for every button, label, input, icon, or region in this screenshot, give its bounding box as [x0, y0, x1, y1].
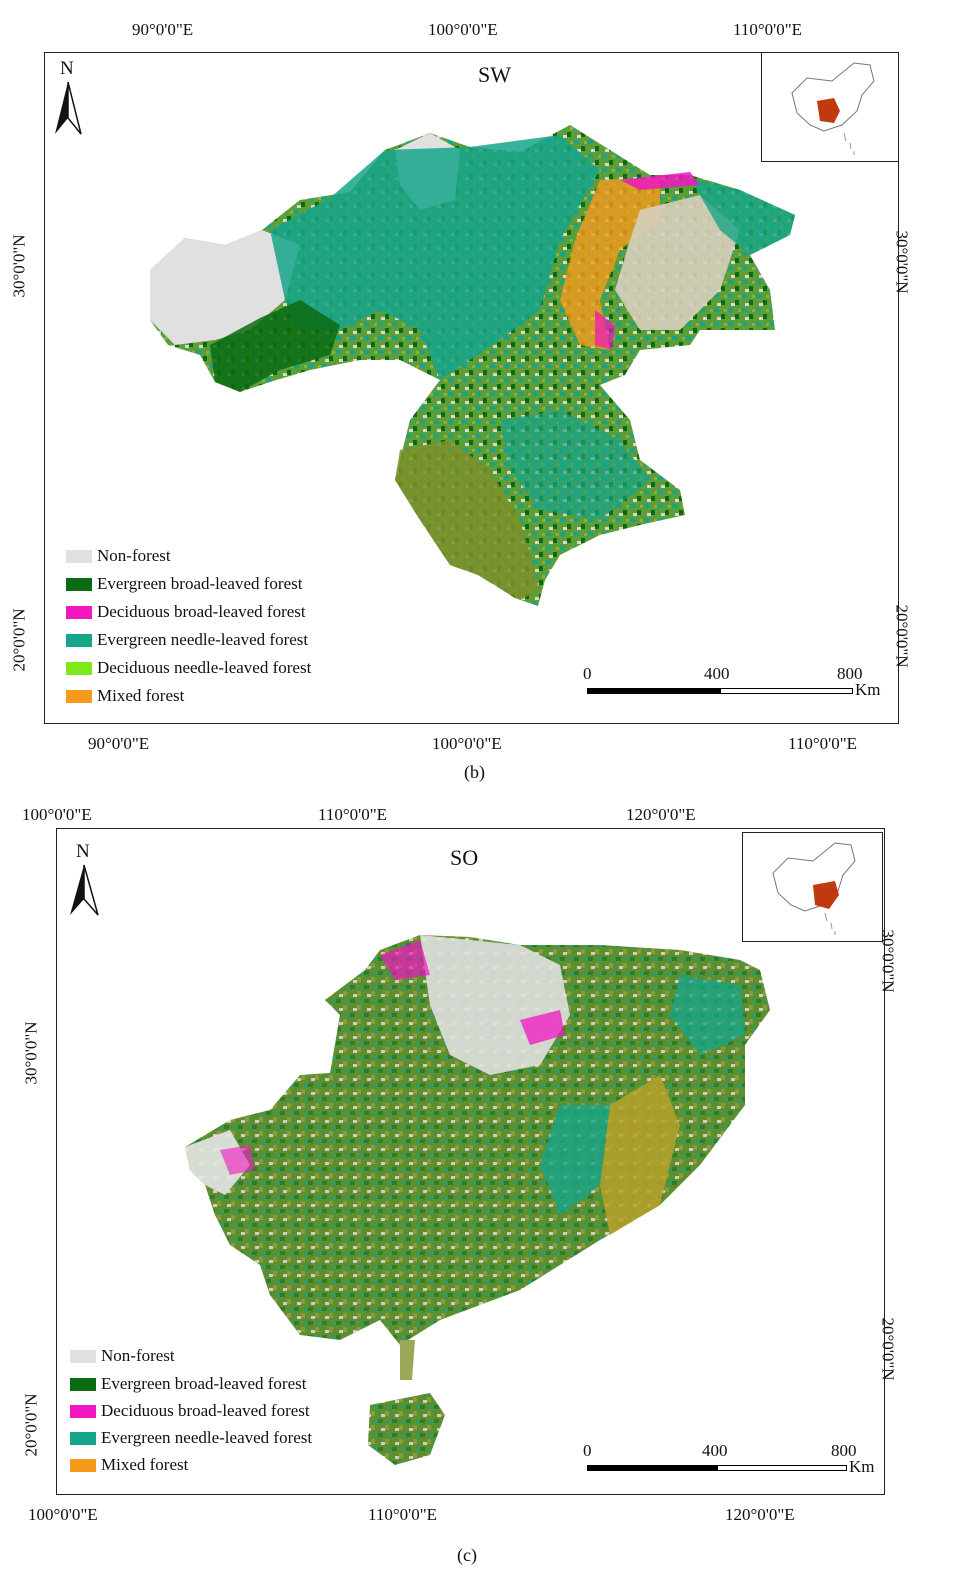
deciduous-broad-area [520, 1010, 565, 1045]
legend-swatch [66, 549, 92, 563]
panel-letter: (c) [457, 1545, 477, 1565]
evergreen-needle-area [270, 135, 600, 380]
non-forest-area [150, 230, 300, 345]
north-label: N [60, 58, 74, 79]
evergreen-broad-area [210, 300, 340, 392]
deciduous-broad-area [620, 172, 700, 190]
legend: Non-forest Evergreen broad-leaved forest… [66, 546, 386, 716]
legend-item: Deciduous broad-leaved forest [66, 602, 306, 622]
mixed-forest-area [560, 178, 660, 350]
evergreen-needle-area [540, 1105, 610, 1215]
map-panel-sw: 90°0'0"E 100°0'0"E 110°0'0"E 30°0'0"N 20… [0, 0, 953, 782]
inset-map [761, 52, 899, 162]
legend-item: Non-forest [70, 1346, 175, 1366]
hainan-island [368, 1393, 445, 1465]
legend-item: Deciduous needle-leaved forest [66, 658, 311, 678]
map-title: SW [478, 62, 511, 87]
legend-swatch [70, 1431, 96, 1445]
evergreen-needle-area [500, 410, 650, 520]
bottom-lon-label: 90°0'0"E [88, 734, 150, 753]
evergreen-broad-area [395, 440, 540, 600]
legend-item: Evergreen broad-leaved forest [66, 574, 302, 594]
top-lon-label: 110°0'0"E [733, 20, 803, 39]
bottom-lon-label: 100°0'0"E [432, 734, 502, 753]
legend-item: Evergreen broad-leaved forest [70, 1374, 306, 1394]
legend-swatch [66, 661, 92, 675]
legend-swatch [70, 1377, 96, 1391]
china-inset-icon [791, 62, 875, 155]
top-lon-label: 100°0'0"E [428, 20, 498, 39]
legend: Non-forest Evergreen broad-leaved forest… [70, 1346, 370, 1496]
legend-swatch [66, 689, 92, 703]
deciduous-broad-area [220, 1145, 255, 1175]
forest-map-so [70, 864, 770, 1465]
forest-map-sw [55, 81, 795, 606]
so-region [185, 935, 770, 1345]
legend-swatch [70, 1404, 96, 1418]
bottom-lon-label: 110°0'0"E [788, 734, 858, 753]
non-forest-area [615, 195, 740, 330]
legend-item: Mixed forest [66, 686, 184, 706]
bottom-lon-label: 120°0'0"E [725, 1505, 795, 1524]
north-arrow-icon [70, 864, 99, 916]
top-lon-label: 90°0'0"E [132, 20, 194, 39]
map-title: SO [450, 845, 479, 870]
legend-item: Evergreen needle-leaved forest [66, 630, 308, 650]
north-arrow-icon [55, 81, 82, 135]
north-label: N [76, 841, 90, 862]
evergreen-needle-area [690, 178, 795, 255]
mixed-forest-area [600, 1075, 680, 1235]
legend-item: Mixed forest [70, 1455, 188, 1475]
legend-swatch [66, 605, 92, 619]
legend-swatch [66, 633, 92, 647]
evergreen-needle-area [670, 975, 745, 1055]
top-lon-label: 110°0'0"E [318, 805, 388, 824]
bottom-lon-label: 100°0'0"E [28, 1505, 98, 1524]
top-lon-label: 100°0'0"E [22, 805, 92, 824]
panel-letter: (b) [464, 762, 485, 782]
legend-swatch [70, 1349, 96, 1363]
non-forest-area [185, 1130, 250, 1195]
top-lon-label: 120°0'0"E [626, 805, 696, 824]
legend-item: Deciduous broad-leaved forest [70, 1401, 310, 1421]
legend-swatch [70, 1458, 96, 1472]
china-inset-icon [772, 842, 856, 935]
legend-item: Evergreen needle-leaved forest [70, 1428, 312, 1448]
deciduous-broad-area [595, 310, 615, 350]
deciduous-broad-area [380, 940, 430, 980]
legend-swatch [66, 577, 92, 591]
scale-bar: 0 400 800 Km [583, 664, 881, 699]
legend-item: Non-forest [66, 546, 171, 566]
bottom-lon-label: 110°0'0"E [368, 1505, 438, 1524]
map-panel-so: 100°0'0"E 110°0'0"E 120°0'0"E 30°0'0"N 2… [0, 775, 953, 1577]
inset-map [742, 832, 883, 942]
scale-bar: 0 400 800 Km [583, 1441, 875, 1476]
leizhou [400, 1340, 415, 1380]
